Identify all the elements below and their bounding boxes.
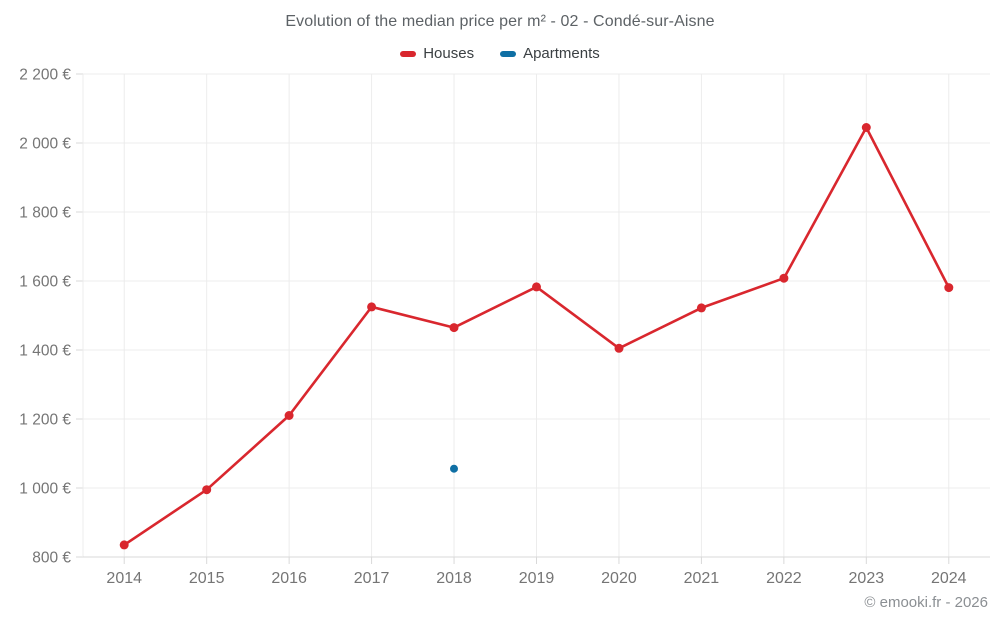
houses-data-point[interactable] [779,273,789,283]
x-axis-label: 2020 [601,570,637,587]
x-axis-label: 2017 [354,570,390,587]
houses-data-point[interactable] [202,485,212,495]
x-axis-label: 2019 [519,570,555,587]
chart-title: Evolution of the median price per m² - 0… [285,13,715,30]
houses-data-point[interactable] [284,411,294,420]
houses-data-point[interactable] [119,540,129,550]
legend-item-houses[interactable]: Houses [400,45,474,62]
x-axis-label: 2024 [931,570,967,587]
legend-label-houses: Houses [423,45,475,62]
x-axis-label: 2018 [436,570,472,587]
x-axis-label: 2015 [189,570,225,587]
chart-legend: Houses Apartments [0,45,1000,62]
houses-data-point[interactable] [532,282,541,292]
legend-label-apartments: Apartments [523,45,600,62]
x-axis-label: 2021 [684,570,720,587]
y-axis-label: 800 € [32,550,71,567]
houses-data-point[interactable] [367,302,377,312]
y-axis-label: 1 200 € [19,412,71,429]
y-axis-label: 1 000 € [19,481,71,498]
houses-data-point[interactable] [861,123,871,132]
y-axis-label: 2 000 € [19,136,71,153]
houses-series-swatch-icon [400,50,417,57]
apartments-data-point[interactable] [450,464,458,473]
houses-data-point[interactable] [944,283,954,293]
y-axis-label: 1 800 € [19,205,71,222]
copyright-footer: © emooki.fr - 2026 [864,594,988,611]
x-axis-label: 2023 [849,570,885,587]
houses-data-point[interactable] [696,303,706,313]
y-axis-label: 2 200 € [19,67,71,84]
y-axis-label: 1 600 € [19,274,71,291]
apartments-series-swatch-icon [500,50,517,57]
legend-item-apartments[interactable]: Apartments [500,45,600,62]
x-axis-label: 2014 [106,570,142,587]
y-axis-label: 1 400 € [19,343,71,360]
x-axis-label: 2022 [766,570,802,587]
x-axis-label: 2016 [271,570,307,587]
houses-data-point[interactable] [449,323,459,333]
houses-data-point[interactable] [614,343,624,353]
